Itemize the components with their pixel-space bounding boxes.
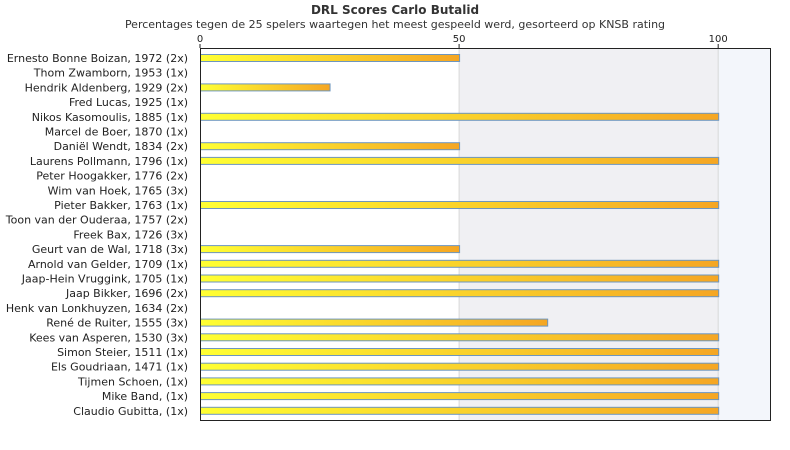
bar <box>200 201 720 209</box>
plot-frame <box>200 48 771 421</box>
category-label: Simon Steier, 1511 (1x) <box>57 346 188 359</box>
category-label: Henk van Lonkhuyzen, 1634 (2x) <box>6 302 188 315</box>
x-tick-label: 100 <box>709 34 728 45</box>
axes: 0 50 100 <box>197 34 771 421</box>
bar <box>200 274 720 283</box>
category-label: Els Goudriaan, 1471 (1x) <box>51 361 188 374</box>
category-label: Geurt van de Wal, 1718 (3x) <box>32 243 188 256</box>
category-label: Fred Lucas, 1925 (1x) <box>69 96 188 109</box>
bar <box>200 392 720 401</box>
bar <box>200 83 331 92</box>
category-label: Laurens Pollmann, 1796 (1x) <box>30 155 188 168</box>
bar <box>200 245 461 254</box>
category-label: Jaap Bikker, 1696 (2x) <box>65 287 188 300</box>
bar <box>200 377 720 386</box>
category-label: Nikos Kasomoulis, 1885 (1x) <box>32 111 188 124</box>
bar <box>200 54 461 62</box>
bar <box>200 289 720 298</box>
x-tick-label: 0 <box>197 34 203 45</box>
chart-subtitle: Percentages tegen de 25 spelers waartege… <box>124 18 666 31</box>
chart-title: DRL Scores Carlo Butalid <box>310 3 480 17</box>
bar <box>200 142 461 151</box>
category-label: Hendrik Aldenberg, 1929 (2x) <box>25 81 188 94</box>
category-label: Thom Zwamborn, 1953 (1x) <box>33 67 188 80</box>
category-label: Toon van der Ouderaa, 1757 (2x) <box>5 214 188 227</box>
bar <box>200 318 549 327</box>
bar <box>200 112 720 121</box>
plot-band <box>718 48 770 420</box>
category-label: Tijmen Schoen, (1x) <box>77 375 188 388</box>
category-label: Ernesto Bonne Boizan, 1972 (2x) <box>7 52 188 65</box>
category-label: Wim van Hoek, 1765 (3x) <box>48 184 188 197</box>
category-label: Kees van Asperen, 1530 (3x) <box>29 331 188 344</box>
category-label: René de Ruiter, 1555 (3x) <box>46 317 188 330</box>
bar <box>200 406 720 415</box>
category-label: Freek Bax, 1726 (3x) <box>73 228 188 241</box>
category-label: Claudio Gubitta, (1x) <box>73 405 188 418</box>
category-label: Mike Band, (1x) <box>102 390 188 403</box>
category-label: Marcel de Boer, 1870 (1x) <box>45 126 188 139</box>
bar-series: Ernesto Bonne Boizan, 1972 (2x) Thom Zwam… <box>5 52 720 418</box>
plot-band <box>459 48 719 420</box>
bar <box>200 259 720 268</box>
x-tick-label: 50 <box>453 34 466 45</box>
bar <box>200 348 720 356</box>
bar <box>200 362 720 371</box>
bar <box>200 333 720 342</box>
category-label: Jaap-Hein Vruggink, 1705 (1x) <box>21 273 188 286</box>
bar <box>200 156 720 165</box>
category-label: Arnold van Gelder, 1709 (1x) <box>28 258 188 271</box>
category-label: Daniël Wendt, 1834 (2x) <box>54 140 188 153</box>
plot-background <box>458 48 770 420</box>
category-label: Peter Hoogakker, 1776 (2x) <box>36 170 188 183</box>
category-label: Pieter Bakker, 1763 (1x) <box>54 199 188 212</box>
